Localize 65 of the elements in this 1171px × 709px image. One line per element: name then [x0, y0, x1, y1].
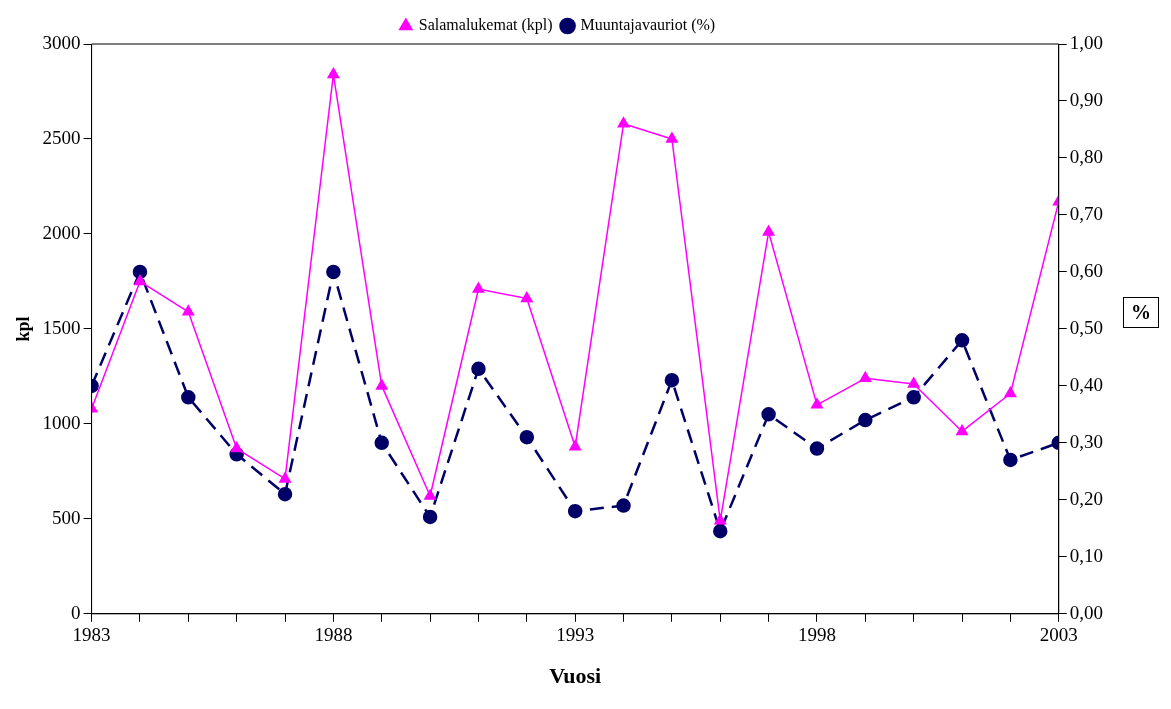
point — [859, 371, 872, 383]
point — [616, 498, 631, 513]
x-tick-label: 1988 — [314, 624, 353, 646]
y2-tick-label: 0,10 — [1069, 544, 1103, 566]
y2-tick-label: 0,00 — [1069, 601, 1103, 623]
x-tick-label: 1983 — [72, 624, 111, 646]
y2-tick-label: 0,90 — [1069, 88, 1103, 110]
point — [1004, 386, 1017, 398]
point — [132, 264, 148, 280]
point — [811, 398, 823, 409]
y-tick-label: 1000 — [42, 411, 81, 433]
point — [1003, 452, 1018, 468]
point — [714, 513, 727, 525]
point — [569, 439, 582, 451]
y2-tick-label: 0,20 — [1069, 487, 1103, 509]
legend-label: Salamalukemat (kpl) — [418, 16, 553, 35]
point — [375, 379, 388, 390]
point — [858, 412, 873, 428]
point — [954, 333, 970, 348]
y2-tick-label: 0,30 — [1069, 430, 1103, 452]
legend-label: Muuntajavauriot (%) — [580, 16, 716, 35]
point — [906, 390, 921, 405]
y2-tick-label: 0,70 — [1069, 202, 1103, 224]
y-tick-label: 1500 — [42, 316, 81, 338]
point — [374, 435, 389, 451]
point — [567, 503, 583, 519]
point — [713, 523, 728, 539]
point — [134, 274, 146, 286]
point — [424, 489, 437, 500]
point — [664, 372, 680, 388]
point — [519, 429, 535, 445]
point — [277, 486, 293, 502]
y2-tick-label: 0,60 — [1069, 259, 1103, 281]
point — [182, 305, 195, 316]
y-tick-label: 2000 — [42, 221, 81, 243]
y2-tick-label: 1,00 — [1069, 31, 1103, 53]
point — [279, 472, 291, 483]
y-tick-label: 3000 — [42, 31, 81, 53]
point — [471, 361, 486, 377]
point — [472, 282, 485, 293]
y2-tick-label: 0,40 — [1069, 373, 1103, 395]
y2-tick-label: 0,50 — [1069, 316, 1103, 338]
y-tick-label: 2500 — [42, 126, 81, 148]
x-tick-label: 2003 — [1039, 624, 1078, 646]
point — [617, 117, 630, 128]
point — [422, 509, 438, 525]
point — [230, 441, 243, 453]
point — [809, 441, 825, 456]
point — [956, 424, 968, 436]
point — [907, 377, 920, 388]
point — [520, 291, 533, 303]
point — [327, 67, 340, 79]
point — [761, 407, 776, 422]
point — [762, 225, 775, 236]
point — [181, 390, 196, 405]
x-tick-label: 1998 — [797, 624, 836, 646]
y-axis-title: kpl — [13, 316, 34, 342]
y-tick-label: 500 — [52, 506, 81, 528]
x-axis-title: Vuosi — [549, 663, 602, 689]
y2-tick-label: 0,80 — [1069, 145, 1103, 167]
y2-axis-title: % — [1123, 297, 1159, 328]
point — [665, 132, 678, 143]
x-tick-label: 1993 — [556, 624, 595, 646]
point — [326, 264, 341, 280]
y-tick-label: 0 — [71, 601, 81, 623]
